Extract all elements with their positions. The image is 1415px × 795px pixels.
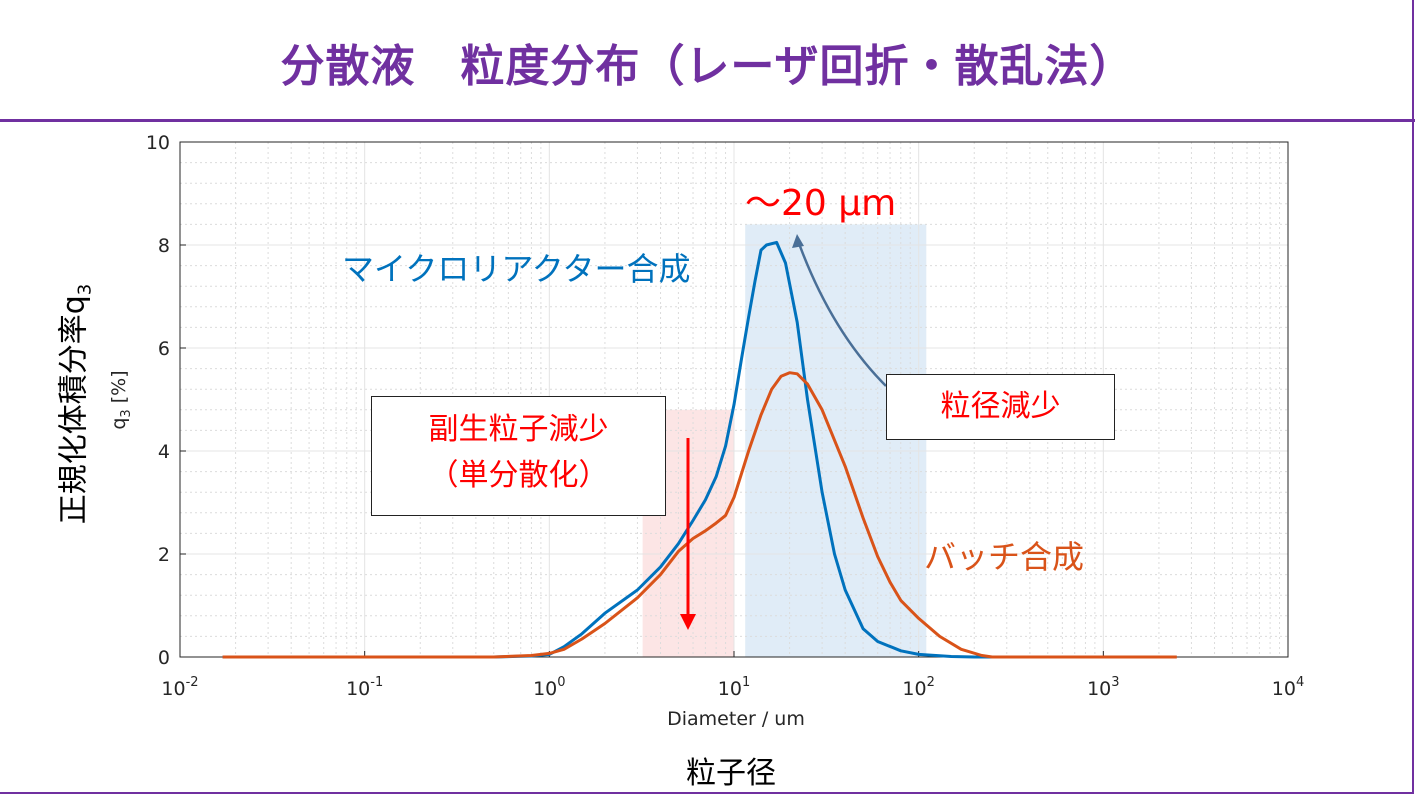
batch-series-line [222, 371, 1177, 659]
axis-ticks: 0 2 4 6 8 10 10-2 10-1 100 101 102 103 104 [146, 132, 1304, 700]
byproduct-box-line1: 副生粒子減少 [428, 412, 609, 447]
y-tick-label: 8 [158, 235, 170, 257]
x-tick-label: 101 [718, 675, 750, 700]
microreactor-series-line [222, 240, 993, 659]
x-axis-jp-label: 粒子径 [686, 756, 776, 791]
microreactor-series-label: マイクロリアクター合成 [342, 250, 691, 288]
y-tick-label: 0 [158, 647, 170, 669]
x-tick-label: 10-1 [346, 675, 383, 700]
blue-curve-arrow-head [792, 234, 804, 248]
red-down-arrow-head [680, 614, 696, 630]
x-tick-label: 102 [902, 675, 934, 700]
title-divider [0, 119, 1415, 122]
size-reduction-box: 粒径減少 [886, 374, 1115, 440]
x-tick-label: 10-2 [161, 675, 198, 700]
slide-title: 分散液 粒度分布（レーザ回折・散乱法） [280, 41, 1135, 92]
x-tick-label: 100 [533, 675, 565, 700]
y-tick-label: 10 [146, 132, 170, 154]
x-tick-label: 103 [1087, 675, 1119, 700]
x-axis-label: Diameter / um [667, 708, 805, 730]
y-tick-label: 2 [158, 544, 170, 566]
batch-series-label: バッチ合成 [924, 538, 1085, 576]
y-axis-jp-label: 正規化体積分率q3 [49, 284, 96, 525]
y-axis-label: q3 [%] [108, 370, 134, 429]
y-tick-label: 4 [158, 441, 170, 463]
y-axis-jp-main: 正規化体積分率q [56, 295, 92, 525]
byproduct-box-line2: （単分散化） [428, 458, 609, 493]
blue-curve-arrow [795, 237, 887, 387]
x-tick-label: 104 [1272, 675, 1304, 700]
chart-series [222, 240, 1177, 659]
byproduct-reduction-box: 副生粒子減少 （単分散化） [371, 396, 666, 516]
y-tick-label: 6 [158, 338, 170, 360]
y-axis-jp-sub: 3 [74, 283, 96, 296]
size-annotation: ～20 μm [745, 183, 897, 224]
